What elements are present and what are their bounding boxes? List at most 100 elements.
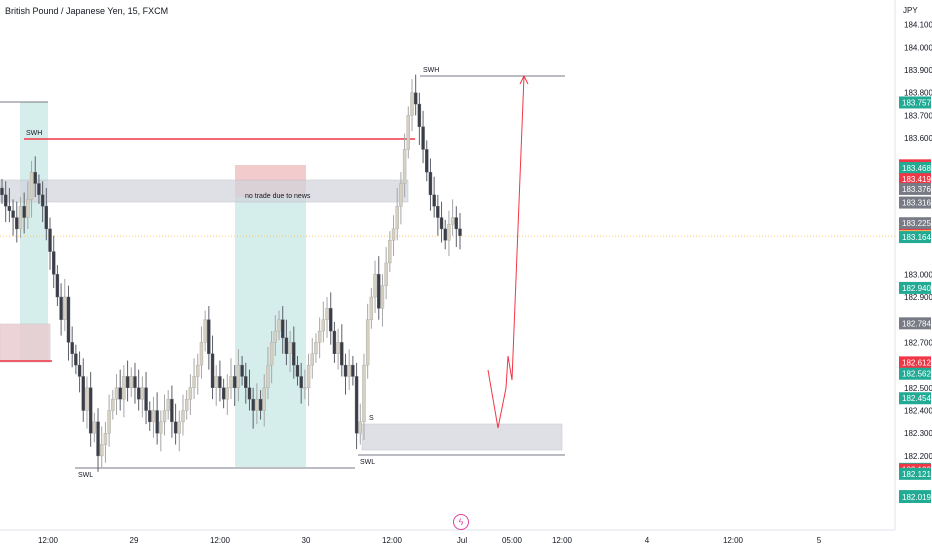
candle-body — [232, 376, 237, 389]
candle-body — [373, 274, 377, 298]
price-badge-label: 183.419 — [902, 175, 931, 184]
price-badge-label: 182.940 — [902, 284, 931, 293]
candle-body — [48, 228, 52, 252]
x-tick-label: 4 — [645, 536, 650, 545]
candle-body — [428, 171, 433, 196]
price-badge-label: 183.757 — [902, 98, 931, 107]
candle-body — [251, 398, 255, 411]
candle-body — [207, 319, 211, 354]
candle-body — [81, 376, 85, 411]
candle-body — [443, 228, 447, 241]
y-tick-label: 182.900 — [904, 293, 932, 302]
candle-body — [362, 364, 366, 423]
candle-body — [310, 353, 314, 366]
lightning-icon[interactable]: ϟ — [453, 514, 469, 530]
candle-body — [77, 364, 82, 377]
candle-body — [255, 398, 259, 411]
swh-label-left: SWH — [26, 130, 42, 137]
candle-body — [203, 319, 207, 343]
candle-body — [391, 228, 396, 241]
price-badge — [899, 231, 931, 244]
candle-body — [351, 364, 355, 377]
candle-body — [177, 421, 181, 434]
candle-body — [70, 342, 74, 354]
candle-body — [388, 240, 392, 264]
symbol-title[interactable]: British Pound / Japanese Yen, 15, FXCM — [5, 6, 169, 16]
candle-body — [454, 217, 459, 230]
x-tick-label: 12:00 — [723, 536, 744, 545]
candle-body — [413, 92, 418, 105]
price-badge — [899, 356, 931, 369]
price-badge-label: 183.164 — [902, 233, 931, 242]
candle-body — [343, 364, 348, 377]
candle-body — [306, 364, 311, 389]
candle-body — [192, 376, 196, 389]
price-badge — [899, 490, 931, 503]
candle-body — [122, 376, 126, 400]
x-tick-label: 12:00 — [552, 536, 573, 545]
candle-body — [406, 115, 410, 150]
x-tick-label: 29 — [130, 536, 139, 545]
currency-label: JPY — [903, 6, 918, 15]
news-note: no trade due to news — [245, 193, 311, 200]
candle-body — [347, 364, 351, 377]
candle-body — [118, 387, 122, 400]
candle-body — [436, 205, 440, 218]
candle-body — [173, 421, 178, 434]
price-badge-label: 182.121 — [902, 470, 931, 479]
price-badge — [899, 392, 931, 405]
candle-body — [218, 376, 222, 389]
y-tick-label: 183.900 — [904, 66, 932, 75]
candle-body — [63, 296, 67, 320]
candle-body — [221, 387, 226, 400]
candle-body — [421, 126, 425, 150]
swh-label-right: SWH — [423, 67, 439, 74]
demand-zone-teal — [20, 102, 48, 360]
x-tick-label: 12:00 — [38, 536, 59, 545]
candle-body — [44, 205, 49, 230]
candle-body — [395, 205, 399, 230]
candle-body — [332, 330, 337, 354]
price-badge — [899, 96, 931, 109]
y-tick-label: 182.200 — [904, 452, 932, 461]
price-badge-label: 183.468 — [902, 164, 931, 173]
candle-body — [166, 398, 170, 411]
candle-body — [236, 364, 241, 389]
y-tick-label: 184.100 — [904, 21, 932, 30]
y-tick-label: 182.300 — [904, 429, 932, 438]
candle-body — [317, 330, 322, 343]
price-badge — [899, 182, 931, 195]
price-badge — [899, 467, 931, 480]
candle-body — [52, 251, 56, 275]
price-badge-label: 182.454 — [902, 394, 931, 403]
candle-body — [288, 342, 292, 354]
candle-body — [125, 376, 130, 389]
supply-zone-gray — [0, 179, 409, 203]
candle-body — [22, 205, 26, 218]
price-badge — [899, 173, 931, 186]
candle-body — [225, 387, 230, 400]
candle-body — [159, 421, 163, 434]
candle-body — [336, 342, 340, 354]
candle-body — [321, 319, 326, 332]
price-badge — [899, 317, 931, 330]
candle-body — [103, 433, 108, 445]
candle-body — [299, 376, 303, 389]
y-tick-label: 182.500 — [904, 384, 932, 393]
candle-body — [266, 364, 270, 389]
candle-body — [74, 353, 78, 366]
candle-body — [107, 410, 111, 434]
candle-body — [380, 285, 385, 309]
candle-body — [425, 149, 429, 173]
candle-body — [258, 398, 263, 411]
candle-body — [402, 149, 407, 184]
candle-body — [399, 183, 403, 207]
candle-body — [133, 376, 137, 389]
price-badge-label: 183.225 — [902, 219, 931, 228]
y-tick-label: 183.700 — [904, 111, 932, 120]
projection-path — [487, 75, 525, 429]
candle-body — [377, 274, 381, 309]
candle-body — [40, 194, 45, 207]
y-tick-label: 182.700 — [904, 338, 932, 347]
